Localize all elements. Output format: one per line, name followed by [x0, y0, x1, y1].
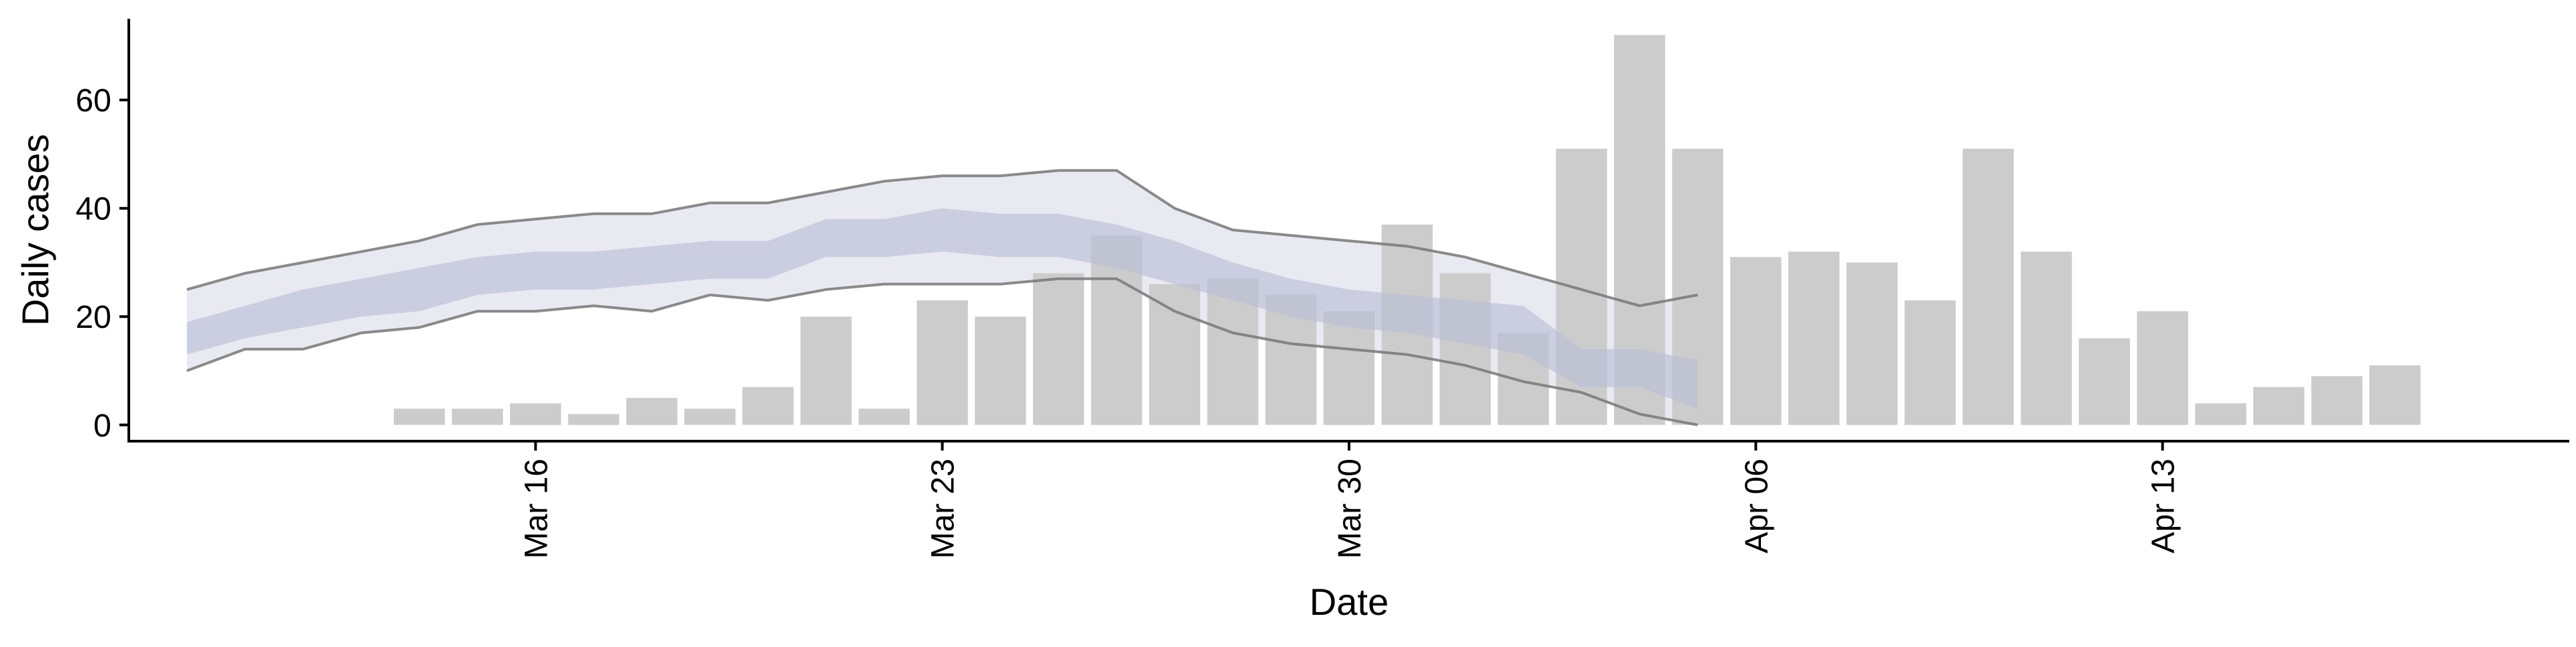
- y-tick-label: 60: [76, 83, 111, 119]
- x-axis-title: Date: [1309, 581, 1389, 623]
- axes-layer: 0 20 40 60 Mar 16 Mar 23 Mar 30 Apr 06 Apr 13: [76, 19, 2569, 558]
- bar: [800, 316, 852, 425]
- bar: [1730, 257, 1782, 425]
- bar: [1323, 311, 1375, 425]
- bar: [858, 408, 910, 425]
- y-tick-label: 40: [76, 192, 111, 227]
- bar: [2311, 376, 2363, 425]
- bands-layer: [186, 170, 1698, 425]
- inner-interval-band: [186, 208, 1698, 409]
- x-tick-label: Mar 30: [1332, 459, 1368, 558]
- lower-bound-line: [186, 277, 1699, 426]
- bar: [2369, 365, 2421, 425]
- bar: [1440, 273, 1491, 425]
- bar: [1904, 300, 1956, 425]
- x-tick-label: Mar 16: [519, 459, 554, 558]
- bar: [684, 408, 736, 425]
- x-tick-label: Mar 23: [926, 459, 961, 558]
- bar: [2137, 311, 2188, 425]
- outer-interval-band: [186, 170, 1698, 425]
- x-tick-label: Apr 06: [1739, 459, 1774, 553]
- bar: [568, 414, 619, 425]
- upper-bound-line: [186, 169, 1699, 308]
- bar: [975, 316, 1026, 425]
- band-lines-layer: [186, 169, 1699, 426]
- bar: [510, 403, 561, 425]
- bar: [1962, 148, 2014, 425]
- bar: [742, 387, 794, 425]
- bar: [2253, 387, 2304, 425]
- bar: [916, 300, 968, 425]
- x-tick-label: Apr 13: [2146, 459, 2182, 553]
- bar: [2078, 338, 2131, 425]
- bar: [1846, 262, 1898, 425]
- y-axis-title: Daily cases: [14, 134, 56, 326]
- y-tick-label: 20: [76, 300, 111, 335]
- bar: [1149, 284, 1201, 425]
- bar: [2021, 251, 2072, 425]
- bar: [1032, 273, 1084, 425]
- bar: [394, 408, 445, 425]
- bar: [451, 408, 503, 425]
- bar: [626, 398, 678, 425]
- bar: [1788, 251, 1839, 425]
- y-tick-label: 0: [93, 408, 111, 444]
- bar: [2195, 403, 2247, 425]
